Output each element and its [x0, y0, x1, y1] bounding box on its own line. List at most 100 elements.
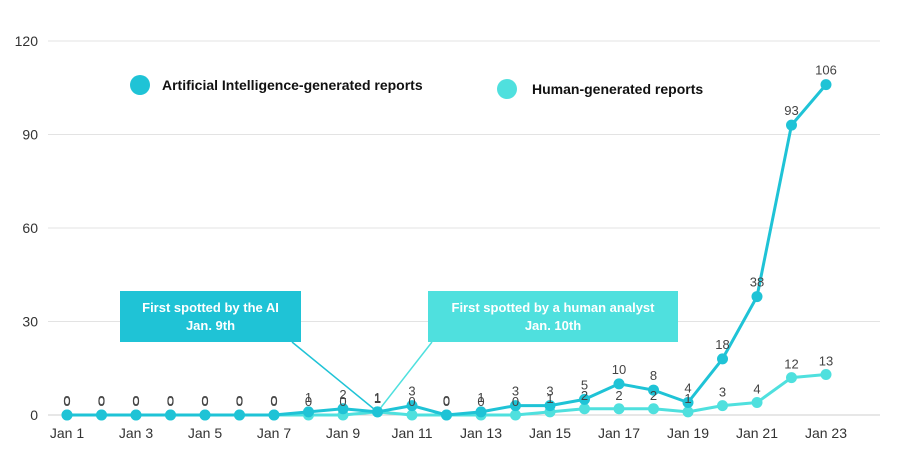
- data-point: [372, 406, 383, 418]
- data-point: [682, 406, 694, 418]
- data-label: 0: [270, 393, 277, 408]
- annotation-title: First spotted by the AI: [142, 300, 279, 315]
- data-point: [165, 409, 176, 421]
- x-tick-label: Jan 17: [598, 425, 640, 441]
- data-label: 0: [408, 394, 415, 409]
- y-tick-label: 0: [30, 407, 38, 423]
- x-tick-label: Jan 9: [326, 425, 360, 441]
- x-tick-label: Jan 19: [667, 425, 709, 441]
- x-tick-label: Jan 15: [529, 425, 571, 441]
- data-label: 1: [305, 390, 312, 405]
- data-label: 3: [546, 384, 553, 399]
- annotation-leader-line: [291, 341, 378, 413]
- x-tick-label: Jan 1: [50, 425, 84, 441]
- data-point: [406, 409, 418, 421]
- data-label: 4: [684, 381, 691, 396]
- data-label: 0: [443, 394, 450, 409]
- x-tick-label: Jan 13: [460, 425, 502, 441]
- data-point: [544, 400, 556, 412]
- data-point: [199, 409, 211, 421]
- data-label: 1: [546, 391, 553, 406]
- x-tick-label: Jan 23: [805, 425, 847, 441]
- annotation-date: Jan. 9th: [186, 318, 235, 333]
- data-point: [751, 291, 763, 303]
- data-label: 0: [167, 393, 174, 408]
- data-point: [717, 353, 728, 365]
- data-label: 1: [374, 390, 381, 405]
- data-label: 18: [715, 337, 729, 352]
- data-label: 0: [201, 394, 208, 409]
- data-point: [234, 409, 245, 421]
- data-point: [510, 409, 521, 421]
- data-label: 0: [443, 393, 450, 408]
- data-label: 0: [305, 394, 312, 409]
- data-point: [130, 409, 142, 421]
- data-point: [820, 368, 832, 380]
- x-tick-label: Jan 21: [736, 425, 778, 441]
- y-axis-ticks: 0 30 60 90 120: [15, 33, 39, 423]
- data-label: 0: [167, 394, 174, 409]
- data-point: [579, 393, 590, 405]
- data-point: [96, 409, 107, 421]
- data-point: [820, 79, 832, 91]
- grid: [48, 40, 880, 416]
- data-label: 0: [98, 394, 105, 409]
- data-point: [441, 409, 452, 421]
- data-point: [510, 400, 521, 412]
- series: [61, 79, 832, 421]
- x-tick-label: Jan 3: [119, 425, 153, 441]
- data-label: 3: [719, 385, 726, 400]
- annotation-title: First spotted by a human analyst: [452, 300, 656, 315]
- y-tick-label: 30: [22, 314, 38, 330]
- data-point: [682, 397, 694, 409]
- data-label: 1: [374, 391, 381, 406]
- y-tick-label: 120: [15, 33, 39, 49]
- data-label: 4: [753, 382, 760, 397]
- data-point: [337, 403, 349, 415]
- legend-label: Artificial Intelligence-generated report…: [162, 77, 423, 93]
- data-label: 0: [132, 393, 139, 408]
- legend-label: Human-generated reports: [532, 81, 703, 97]
- data-label: 106: [815, 63, 837, 78]
- data-label: 3: [512, 384, 519, 399]
- legend-marker: [497, 79, 517, 99]
- data-label: 2: [615, 388, 622, 403]
- data-label: 2: [339, 387, 346, 402]
- data-label: 0: [63, 393, 70, 408]
- data-label: 0: [98, 393, 105, 408]
- data-point: [613, 378, 625, 390]
- data-label: 0: [270, 394, 277, 409]
- legend-marker: [130, 75, 150, 95]
- data-label: 0: [63, 394, 70, 409]
- data-point: [579, 403, 590, 415]
- data-point: [751, 397, 763, 409]
- data-point: [475, 406, 487, 418]
- data-label: 8: [650, 368, 657, 383]
- data-point: [268, 409, 280, 421]
- data-label: 0: [201, 393, 208, 408]
- data-label: 0: [512, 394, 519, 409]
- y-tick-label: 60: [22, 220, 38, 236]
- data-point: [786, 119, 797, 131]
- data-point: [406, 400, 418, 412]
- data-label: 0: [339, 394, 346, 409]
- data-point: [648, 403, 659, 415]
- annotation-box: [428, 291, 678, 342]
- legend: Artificial Intelligence-generated report…: [130, 75, 703, 99]
- annotation-date: Jan. 10th: [525, 318, 581, 333]
- data-point: [303, 406, 314, 418]
- data-point: [786, 372, 797, 384]
- data-label: 93: [784, 103, 798, 118]
- x-tick-label: Jan 7: [257, 425, 291, 441]
- annotations: First spotted by the AI Jan. 9th First spo…: [120, 291, 678, 413]
- data-label: 38: [750, 275, 764, 290]
- data-label: 2: [650, 388, 657, 403]
- data-label: 0: [477, 394, 484, 409]
- annotation-leader-line: [376, 341, 433, 413]
- data-point: [613, 403, 625, 415]
- data-label: 1: [477, 390, 484, 405]
- data-point: [61, 409, 73, 421]
